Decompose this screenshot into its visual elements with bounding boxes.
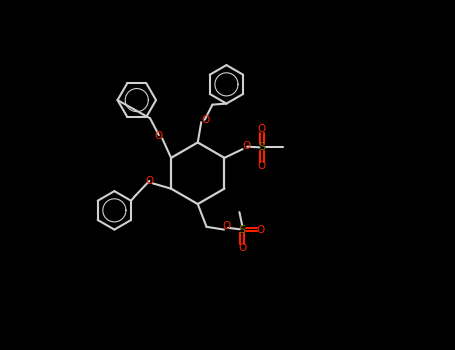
Text: O: O [222,221,231,231]
Text: S: S [238,225,246,235]
Text: O: O [257,225,265,235]
Text: O: O [154,131,162,141]
Text: O: O [201,116,210,125]
Text: S: S [258,142,265,152]
Text: O: O [242,141,250,151]
Text: O: O [238,243,246,253]
Text: O: O [258,161,266,171]
Text: O: O [258,124,266,134]
Text: O: O [145,176,153,186]
